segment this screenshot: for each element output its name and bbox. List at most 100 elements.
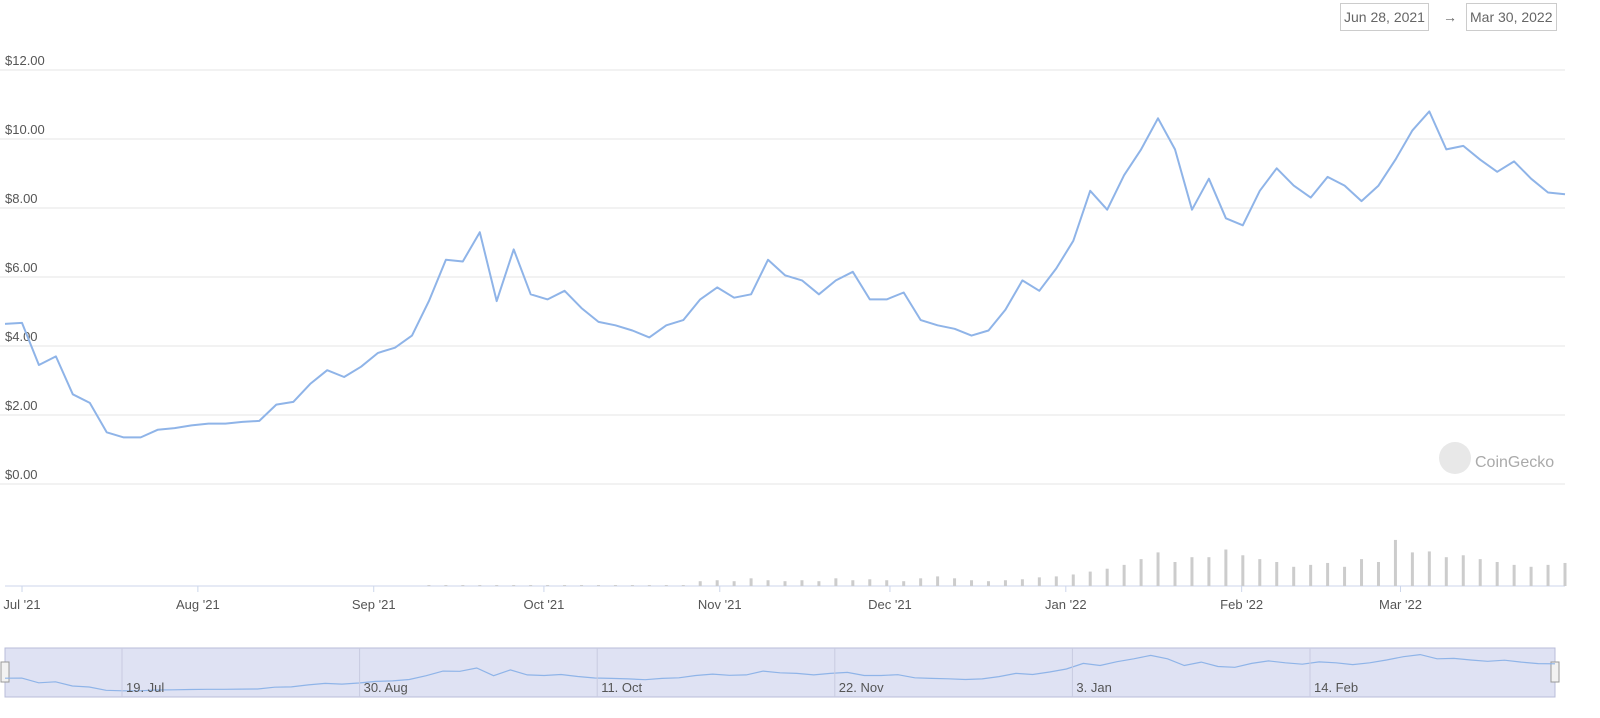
volume-bar xyxy=(1292,566,1296,586)
volume-bar xyxy=(495,585,499,586)
volume-bar xyxy=(1495,562,1499,586)
volume-bar xyxy=(1258,559,1262,586)
volume-bar xyxy=(1546,564,1550,586)
volume-bar xyxy=(885,580,889,586)
y-tick-label: $2.00 xyxy=(5,398,38,413)
volume-bar xyxy=(546,585,550,586)
volume-bar xyxy=(1376,562,1380,586)
volume-bar xyxy=(851,580,855,586)
x-tick-label: Feb '22 xyxy=(1220,597,1263,612)
volume-bar xyxy=(1275,562,1279,586)
navigator-label: 11. Oct xyxy=(601,680,642,695)
volume-bar xyxy=(1224,549,1228,586)
volume-bar xyxy=(1190,557,1194,586)
volume-bar xyxy=(664,585,668,586)
volume-bar xyxy=(1563,562,1567,586)
volume-bar xyxy=(1360,559,1364,586)
volume-bar xyxy=(800,580,804,586)
volume-bar xyxy=(1427,551,1431,586)
volume-bar xyxy=(427,585,431,586)
volume-bar xyxy=(1529,566,1533,586)
volume-bar xyxy=(580,585,584,586)
volume-bar xyxy=(563,585,567,586)
price-line xyxy=(4,110,1566,439)
volume-bar xyxy=(1105,568,1109,586)
volume-bar xyxy=(783,581,787,586)
watermark: CoinGecko xyxy=(1475,454,1554,471)
x-tick-label: Oct '21 xyxy=(524,597,565,612)
volume-bar xyxy=(1122,564,1126,586)
volume-bar xyxy=(1512,564,1516,586)
volume-bar xyxy=(1071,574,1075,586)
navigator-label: 30. Aug xyxy=(364,680,408,695)
volume-bar xyxy=(647,585,651,586)
volume-bar xyxy=(1444,557,1448,586)
start-date[interactable]: Jun 28, 2021 xyxy=(1340,3,1429,31)
volume-bar xyxy=(834,578,838,586)
volume-bar xyxy=(1326,562,1330,586)
volume-bar xyxy=(953,578,957,586)
y-tick-label: $0.00 xyxy=(5,467,38,482)
end-date[interactable]: Mar 30, 2022 xyxy=(1466,3,1557,31)
volume-bar xyxy=(596,585,600,586)
volume-bar xyxy=(444,585,448,586)
volume-bar xyxy=(1343,566,1347,586)
volume-bar xyxy=(478,585,482,586)
volume-bar xyxy=(936,576,940,586)
volume-bar xyxy=(1478,559,1482,586)
volume-bar xyxy=(732,581,736,586)
volume-bar xyxy=(1173,562,1177,586)
navigator-label: 22. Nov xyxy=(839,680,884,695)
y-tick-label: $10.00 xyxy=(5,122,45,137)
x-tick-label: Sep '21 xyxy=(352,597,396,612)
volume-bar xyxy=(698,581,702,586)
x-tick-label: Dec '21 xyxy=(868,597,912,612)
volume-bar xyxy=(868,579,872,586)
volume-bar xyxy=(1139,559,1143,586)
volume-bar xyxy=(817,581,821,586)
volume-bar xyxy=(1241,555,1245,586)
logo xyxy=(1439,442,1471,474)
volume-bar xyxy=(1393,539,1397,586)
volume-bar xyxy=(1410,552,1414,586)
volume-bar xyxy=(512,585,516,586)
volume-bar xyxy=(1003,580,1007,586)
range-arrow: → xyxy=(1443,9,1457,25)
y-tick-label: $12.00 xyxy=(5,53,45,68)
volume-bar xyxy=(613,585,617,586)
x-tick-label: Jul '21 xyxy=(3,597,40,612)
volume-bar xyxy=(461,585,465,586)
volume-bar xyxy=(1461,555,1465,586)
volume-bar xyxy=(715,580,719,586)
y-tick-label: $4.00 xyxy=(5,329,38,344)
volume-bar xyxy=(1020,579,1024,586)
volume-bar xyxy=(1207,557,1211,586)
volume-bar xyxy=(970,580,974,586)
volume-bar xyxy=(1054,576,1058,586)
volume-bar xyxy=(529,585,533,586)
volume-bar xyxy=(681,585,685,586)
volume-bar xyxy=(919,578,923,586)
navigator-line xyxy=(4,653,1556,692)
x-tick-label: Aug '21 xyxy=(176,597,220,612)
navigator-label: 3. Jan xyxy=(1076,680,1111,695)
volume-bar xyxy=(1088,571,1092,586)
x-tick-label: Jan '22 xyxy=(1045,597,1087,612)
x-tick-label: Nov '21 xyxy=(698,597,742,612)
y-tick-label: $6.00 xyxy=(5,260,38,275)
nav-handle[interactable] xyxy=(1550,661,1560,683)
volume-bar xyxy=(1309,564,1313,586)
x-tick-label: Mar '22 xyxy=(1379,597,1422,612)
volume-bar xyxy=(1037,577,1041,586)
navigator-label: 19. Jul xyxy=(126,680,164,695)
volume-bar xyxy=(902,581,906,586)
volume-bar xyxy=(749,578,753,586)
volume-bar xyxy=(1156,552,1160,586)
volume-bar xyxy=(630,585,634,586)
volume-bar xyxy=(986,581,990,586)
navigator-label: 14. Feb xyxy=(1314,680,1358,695)
nav-handle[interactable] xyxy=(0,661,10,683)
y-tick-label: $8.00 xyxy=(5,191,38,206)
